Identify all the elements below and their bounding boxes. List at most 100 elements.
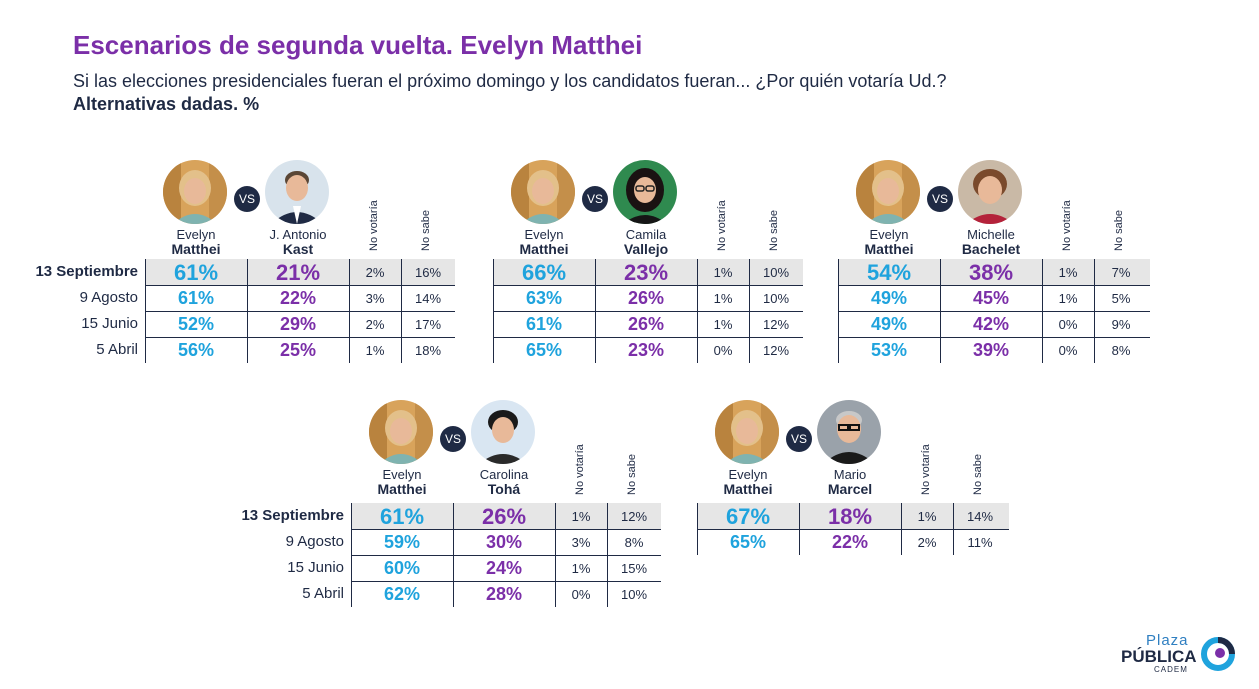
candidate-2-name: Camila Vallejo (596, 227, 696, 257)
candidate-2-name: J. Antonio Kast (248, 227, 348, 257)
no-sabe-percent: 10% (762, 291, 790, 306)
no-votaria-percent: 0% (1058, 317, 1078, 332)
candidate-2-first-name: Carolina (479, 467, 529, 482)
candidate-1-name: Evelyn Matthei (352, 467, 452, 497)
no-votaria-percent: 2% (917, 535, 937, 550)
no-sabe-percent: 12% (762, 343, 790, 358)
no-votaria-percent: 0% (571, 587, 591, 602)
candidate-1-first-name: Evelyn (176, 227, 216, 242)
rival-percent: 30% (485, 532, 523, 552)
rival-percent: 18% (827, 504, 873, 529)
no-votaria-percent: 0% (713, 343, 733, 358)
no-sabe-percent: 15% (620, 561, 648, 576)
matthei-percent: 54% (866, 260, 912, 285)
no-sabe-percent: 16% (414, 265, 442, 280)
row-divider (145, 285, 455, 286)
no-sabe-percent: 7% (1111, 265, 1131, 280)
no-sabe-percent: 10% (620, 587, 648, 602)
vs-badge: VS (786, 426, 812, 452)
header-no-sabe: No sabe (420, 210, 432, 251)
no-sabe-percent: 11% (967, 535, 993, 550)
no-sabe-percent: 8% (624, 535, 644, 550)
no-votaria-percent: 1% (917, 509, 937, 524)
no-sabe-percent: 5% (1111, 291, 1131, 306)
candidate-1-last-name: Matthei (171, 241, 221, 257)
matthei-percent: 61% (525, 314, 563, 334)
candidate-2-last-name: Vallejo (623, 241, 669, 257)
no-sabe-percent: 17% (414, 317, 442, 332)
latest-row-highlight (838, 259, 1150, 285)
matthei-percent: 65% (525, 340, 563, 360)
logo-line-cadem: CADEM (1154, 665, 1188, 674)
no-votaria-percent: 1% (713, 265, 733, 280)
no-sabe-percent: 8% (1111, 343, 1131, 358)
latest-row-highlight (351, 503, 661, 529)
row-divider (697, 529, 1009, 530)
candidate-2-name: Carolina Tohá (454, 467, 554, 497)
no-votaria-percent: 2% (365, 317, 385, 332)
rival-percent: 23% (623, 260, 669, 285)
row-divider (493, 337, 803, 338)
logo-line-publica: PÚBLICA (1121, 647, 1197, 666)
latest-row-highlight (145, 259, 455, 285)
candidate-2-name: Michelle Bachelet (941, 227, 1041, 257)
no-sabe-percent: 14% (414, 291, 442, 306)
no-votaria-percent: 1% (1058, 291, 1078, 306)
candidate-1-first-name: Evelyn (869, 227, 909, 242)
rival-percent: 28% (485, 584, 523, 604)
avatar-matthei (511, 160, 575, 224)
avatar-marcel (817, 400, 881, 464)
vs-badge: VS (927, 186, 953, 212)
matthei-percent: 63% (525, 288, 563, 308)
matthei-percent: 60% (383, 558, 421, 578)
avatar-matthei (856, 160, 920, 224)
rival-percent: 24% (485, 558, 523, 578)
header-no-votaria: No votaría (716, 200, 728, 251)
candidate-2-last-name: Bachelet (961, 241, 1021, 257)
row-divider (145, 311, 455, 312)
latest-row-highlight (493, 259, 803, 285)
row-date-label: 5 Abril (302, 585, 344, 602)
latest-row-highlight (697, 503, 1009, 529)
logo-line-plaza: Plaza (1146, 632, 1189, 649)
header-no-votaria: No votaría (368, 200, 380, 251)
candidate-1-name: Evelyn Matthei (839, 227, 939, 257)
rival-percent: 22% (831, 532, 869, 552)
row-divider (838, 285, 1150, 286)
avatar-matthei (163, 160, 227, 224)
no-votaria-percent: 1% (571, 561, 591, 576)
row-divider (493, 311, 803, 312)
candidate-1-last-name: Matthei (864, 241, 914, 257)
header-no-sabe: No sabe (1113, 210, 1125, 251)
row-divider (838, 337, 1150, 338)
row-date-label: 13 Septiembre (35, 263, 138, 280)
no-votaria-percent: 1% (713, 291, 733, 306)
rival-percent: 42% (972, 314, 1010, 334)
row-divider (351, 581, 661, 582)
row-divider (145, 337, 455, 338)
row-divider (838, 311, 1150, 312)
rival-percent: 22% (279, 288, 317, 308)
avatar-toha (471, 400, 535, 464)
no-votaria-percent: 1% (365, 343, 385, 358)
avatar-vallejo (613, 160, 677, 224)
no-sabe-percent: 14% (966, 509, 994, 524)
no-sabe-percent: 9% (1111, 317, 1131, 332)
rival-percent: 23% (627, 340, 665, 360)
question-text: Si las elecciones presidenciales fueran … (73, 71, 947, 91)
header-no-sabe: No sabe (768, 210, 780, 251)
avatar-matthei (715, 400, 779, 464)
unit-note: Alternativas dadas. % (73, 94, 260, 114)
matthei-percent: 52% (177, 314, 215, 334)
candidate-1-name: Evelyn Matthei (146, 227, 246, 257)
matthei-percent: 61% (379, 504, 425, 529)
header-no-sabe: No sabe (626, 454, 638, 495)
vs-badge: VS (234, 186, 260, 212)
row-date-label: 9 Agosto (79, 289, 138, 306)
candidate-1-last-name: Matthei (519, 241, 569, 257)
matthei-percent: 49% (870, 314, 908, 334)
avatar-bachelet (958, 160, 1022, 224)
no-sabe-percent: 12% (620, 509, 648, 524)
matthei-percent: 59% (383, 532, 421, 552)
no-sabe-percent: 18% (414, 343, 442, 358)
